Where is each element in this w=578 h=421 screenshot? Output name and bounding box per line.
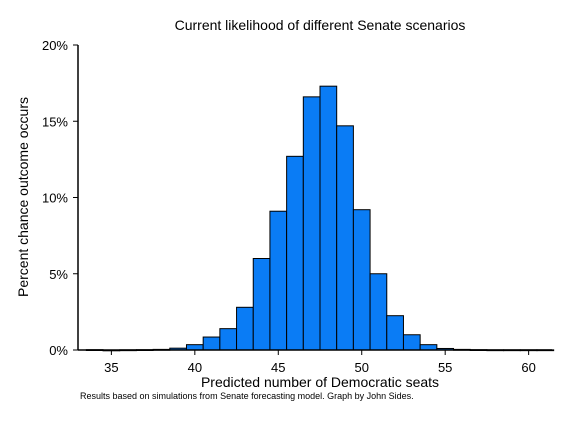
x-tick-label-60: 60 [521, 360, 535, 375]
bar-48 [319, 85, 338, 351]
y-tick-label-10: 10% [42, 191, 68, 206]
x-tick-label-45: 45 [271, 360, 285, 375]
bar-52 [386, 315, 404, 351]
x-tick-label-50: 50 [354, 360, 368, 375]
bar-43 [236, 306, 254, 351]
x-tick-label-55: 55 [438, 360, 452, 375]
bar-51 [369, 273, 388, 351]
y-axis-title: Percent chance outcome occurs [15, 97, 31, 297]
y-ticks: 0% 5% 10% 15% 20% [42, 38, 78, 358]
bar-40 [185, 344, 204, 351]
bar-54 [419, 344, 438, 351]
y-tick-label-5: 5% [49, 267, 68, 282]
bar-50 [352, 209, 371, 351]
bar-47 [302, 96, 321, 351]
bar-45 [269, 210, 288, 351]
bar-49 [336, 125, 354, 351]
y-tick-label-15: 15% [42, 114, 68, 129]
y-tick-label-20: 20% [42, 38, 68, 53]
chart-title: Current likelihood of different Senate s… [175, 17, 466, 33]
bar-46 [286, 155, 304, 351]
x-ticks: 35 40 45 50 55 60 [104, 350, 536, 375]
x-axis-title: Predicted number of Democratic seats [201, 374, 439, 390]
x-tick-label-40: 40 [188, 360, 202, 375]
y-tick-label-0: 0% [49, 343, 68, 358]
footnote: Results based on simulations from Senate… [80, 391, 414, 401]
bar-42 [219, 328, 238, 351]
x-tick-label-35: 35 [104, 360, 118, 375]
bars [85, 85, 555, 352]
bar-53 [402, 334, 421, 351]
bar-44 [252, 258, 271, 351]
bar-41 [202, 336, 221, 351]
